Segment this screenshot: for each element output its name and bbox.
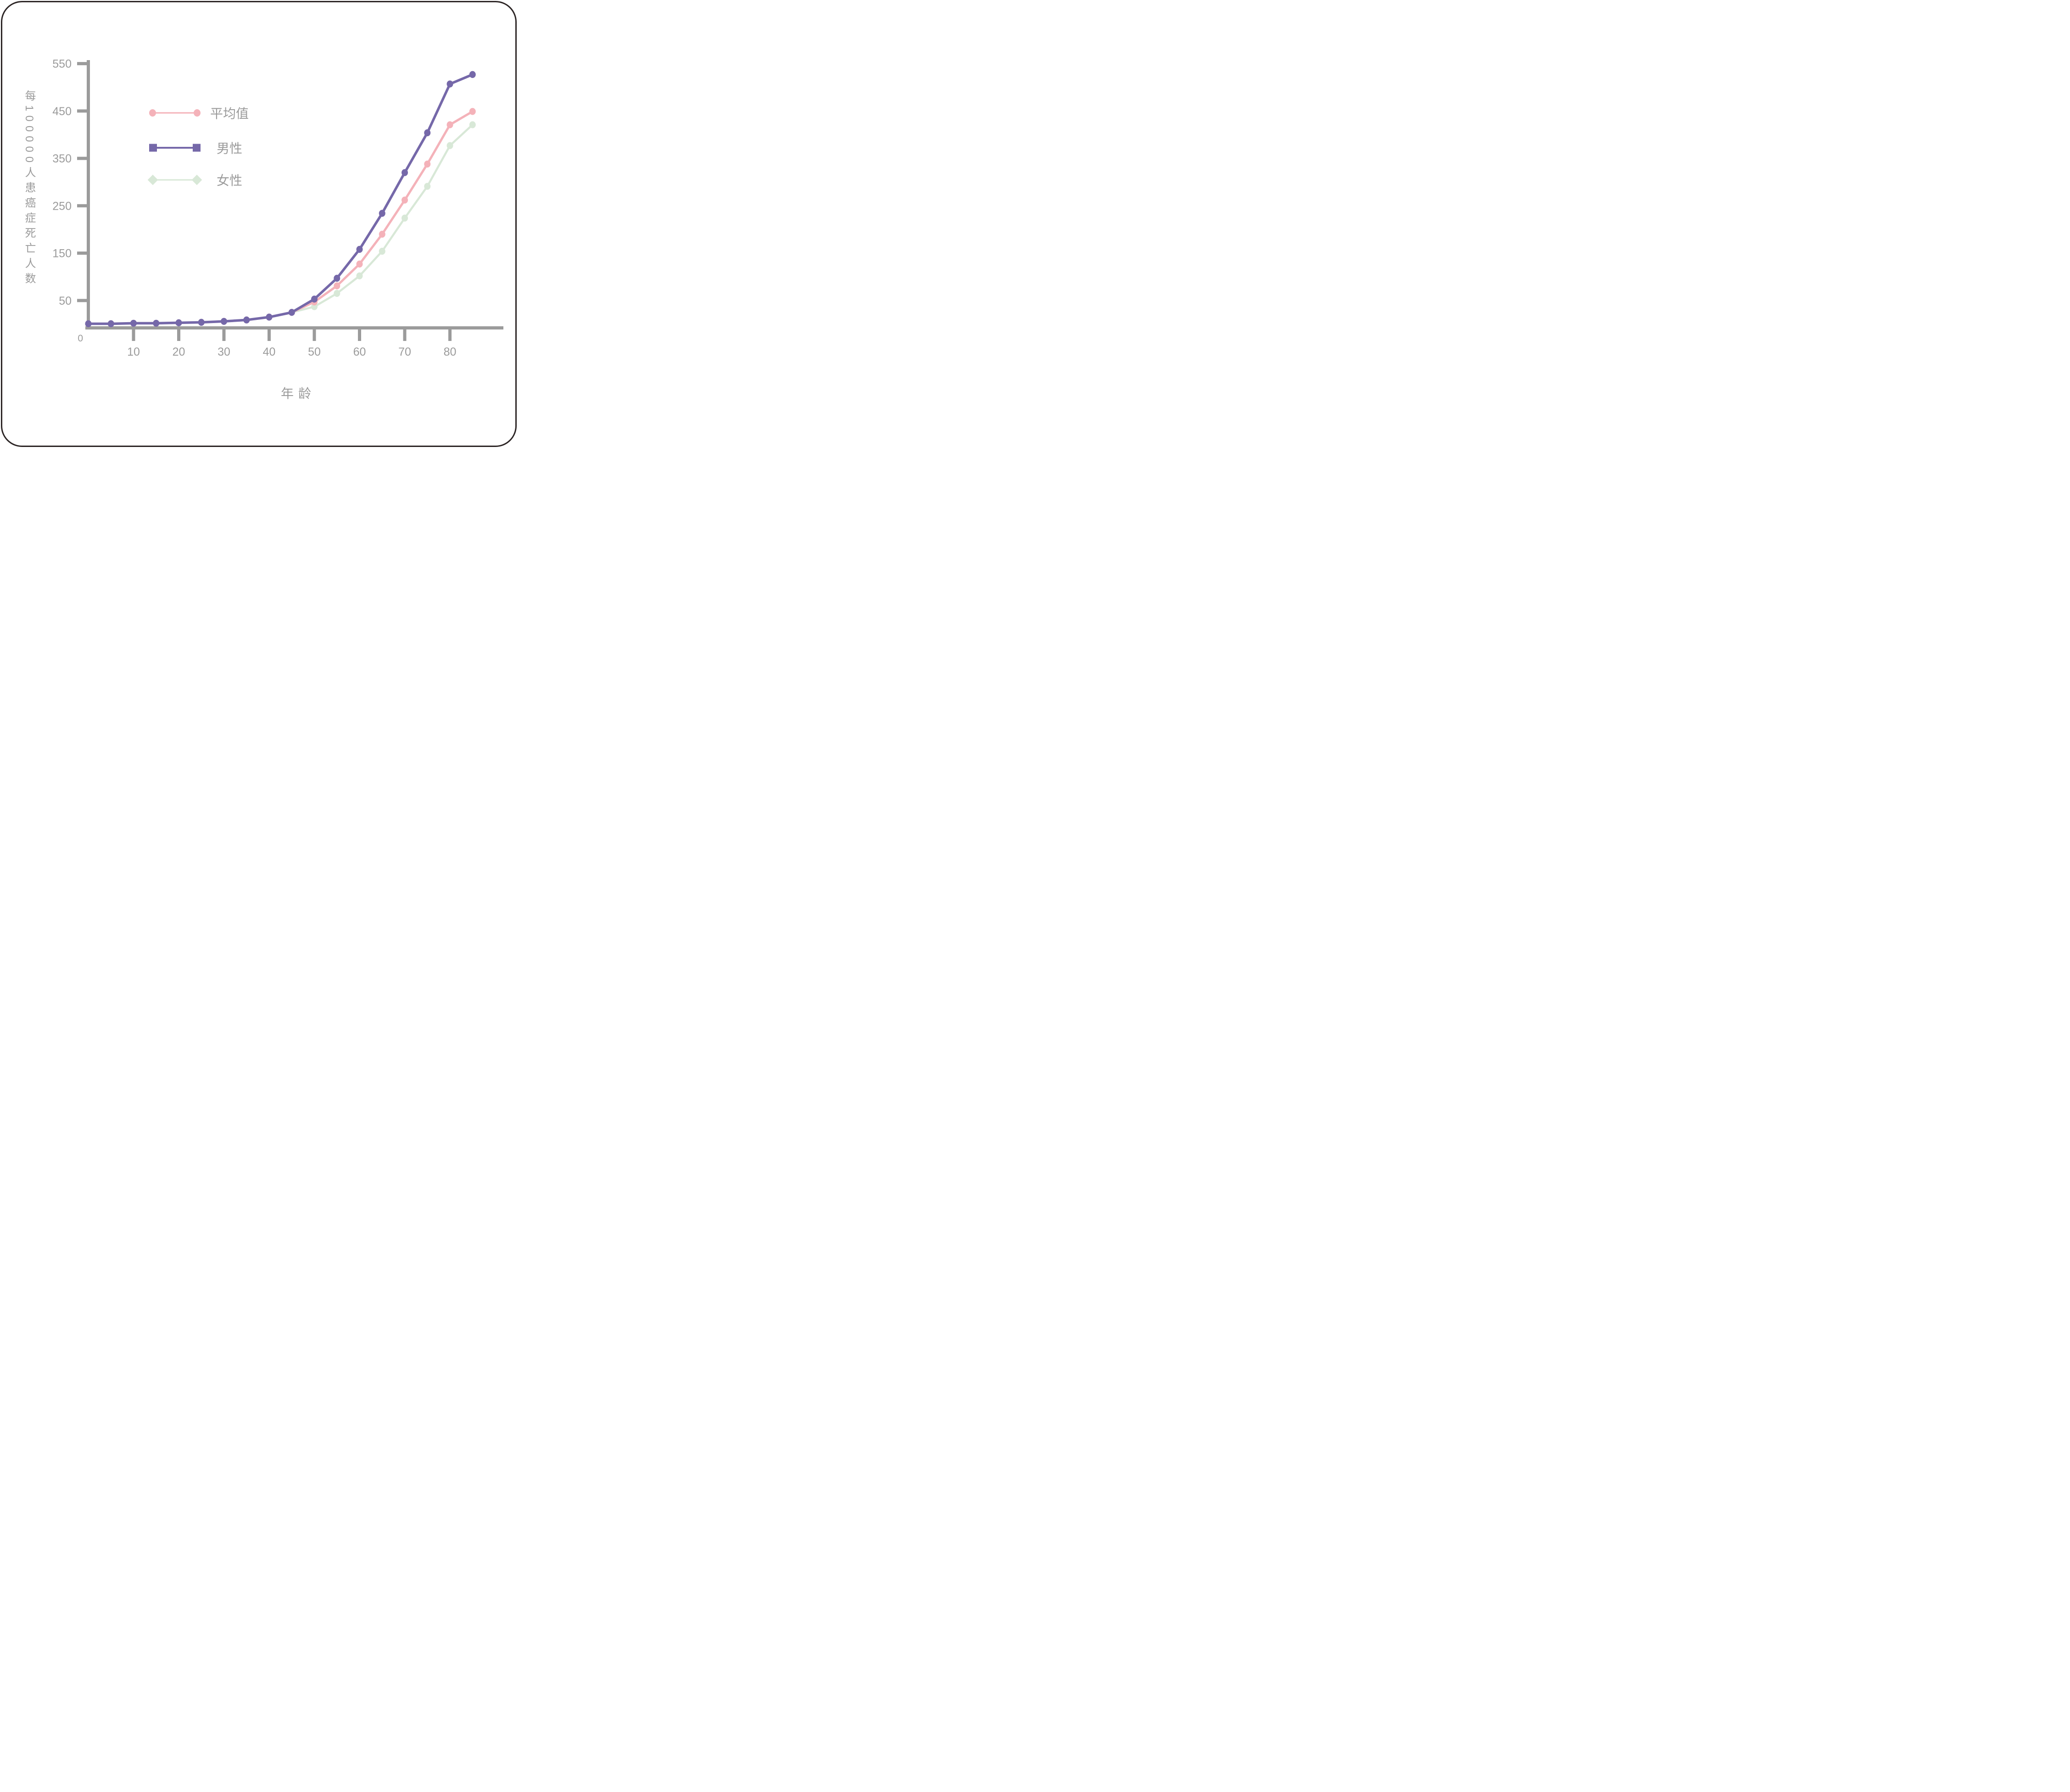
legend-item-average: 平均值 bbox=[149, 106, 305, 121]
data-point-series-0 bbox=[334, 282, 340, 290]
chart-card: 10 20 30 40 50 60 70 80 50 150 250 350 450 550 0 每1000… bbox=[0, 0, 518, 448]
y-tick bbox=[77, 251, 87, 255]
y-tick-label: 50 bbox=[59, 295, 72, 307]
square-marker-icon bbox=[193, 144, 201, 152]
data-point-series-0 bbox=[446, 121, 453, 128]
data-point-series-0 bbox=[356, 260, 363, 268]
x-tick-label: 30 bbox=[218, 346, 230, 358]
x-tick bbox=[448, 329, 452, 341]
circle-marker-icon bbox=[194, 109, 201, 117]
x-tick bbox=[132, 329, 135, 341]
legend-item-female: 女性 bbox=[147, 173, 305, 188]
data-point-series-1 bbox=[311, 296, 318, 303]
average-series-swatch bbox=[149, 106, 201, 120]
data-point-series-1 bbox=[469, 71, 476, 78]
y-tick-label: 550 bbox=[52, 58, 72, 71]
circle-marker-icon bbox=[149, 109, 156, 117]
data-point-series-2 bbox=[446, 142, 453, 149]
data-point-series-1 bbox=[356, 246, 363, 253]
data-point-series-2 bbox=[402, 214, 408, 222]
data-point-series-2 bbox=[424, 183, 431, 190]
x-tick-label: 80 bbox=[444, 346, 457, 358]
y-tick-label: 450 bbox=[52, 105, 72, 118]
data-point-series-1 bbox=[402, 169, 408, 176]
data-point-series-2 bbox=[379, 247, 385, 255]
data-point-series-1 bbox=[175, 319, 182, 327]
data-point-series-1 bbox=[288, 309, 295, 316]
y-tick-label: 150 bbox=[52, 247, 72, 260]
legend-item-male: 男性 bbox=[149, 141, 305, 156]
x-axis-title: 年龄 bbox=[280, 386, 316, 401]
x-tick-label: 60 bbox=[353, 346, 366, 358]
y-tick bbox=[77, 156, 87, 160]
legend-label-average: 平均值 bbox=[210, 106, 249, 121]
origin-label: 0 bbox=[78, 333, 83, 344]
data-point-series-1 bbox=[446, 80, 453, 88]
data-point-series-0 bbox=[402, 196, 408, 204]
y-tick-label: 250 bbox=[52, 200, 72, 212]
data-point-series-1 bbox=[243, 316, 250, 324]
diamond-marker-icon bbox=[191, 174, 202, 185]
data-point-series-0 bbox=[379, 230, 385, 238]
data-point-series-1 bbox=[334, 274, 340, 282]
data-point-series-1 bbox=[153, 319, 160, 327]
data-point-series-1 bbox=[266, 313, 273, 321]
y-tick-label: 350 bbox=[52, 152, 72, 165]
y-axis-title: 每100000人患癌症死亡人数 bbox=[23, 90, 35, 288]
data-point-series-2 bbox=[334, 290, 340, 297]
x-tick-label: 50 bbox=[308, 346, 321, 358]
female-series-swatch bbox=[147, 173, 202, 187]
x-tick bbox=[358, 329, 361, 341]
data-point-series-1 bbox=[85, 320, 92, 328]
series-line-1 bbox=[88, 73, 473, 325]
y-tick bbox=[77, 62, 87, 66]
x-tick-label: 40 bbox=[263, 346, 276, 358]
data-point-series-2 bbox=[469, 121, 476, 128]
data-point-series-1 bbox=[198, 318, 205, 326]
data-point-series-1 bbox=[424, 129, 431, 136]
x-tick bbox=[222, 329, 226, 341]
x-tick-label: 10 bbox=[127, 346, 140, 358]
x-tick bbox=[268, 329, 271, 341]
diamond-marker-icon bbox=[147, 174, 158, 185]
y-tick bbox=[77, 204, 87, 207]
average-line-icon bbox=[151, 112, 199, 114]
x-axis-line bbox=[85, 326, 503, 329]
male-line-icon bbox=[151, 147, 199, 149]
x-tick bbox=[177, 329, 180, 341]
x-tick bbox=[312, 329, 316, 341]
data-point-series-1 bbox=[130, 319, 137, 327]
legend-label-male: 男性 bbox=[217, 141, 243, 156]
x-tick-label: 70 bbox=[398, 346, 411, 358]
legend-label-female: 女性 bbox=[217, 173, 243, 188]
female-line-icon bbox=[151, 179, 199, 181]
y-axis-line bbox=[87, 60, 90, 329]
data-point-series-1 bbox=[107, 320, 114, 328]
x-tick bbox=[403, 329, 407, 341]
square-marker-icon bbox=[149, 144, 157, 152]
data-point-series-0 bbox=[424, 160, 431, 168]
chart-canvas: 10 20 30 40 50 60 70 80 50 150 250 350 450 550 0 bbox=[52, 58, 503, 358]
x-tick-label: 20 bbox=[173, 346, 185, 358]
y-tick bbox=[77, 109, 87, 113]
data-point-series-1 bbox=[379, 210, 385, 217]
male-series-swatch bbox=[149, 141, 201, 155]
data-point-series-0 bbox=[469, 108, 476, 115]
data-point-series-1 bbox=[221, 318, 227, 325]
data-point-series-2 bbox=[356, 272, 363, 279]
y-tick bbox=[77, 299, 87, 302]
